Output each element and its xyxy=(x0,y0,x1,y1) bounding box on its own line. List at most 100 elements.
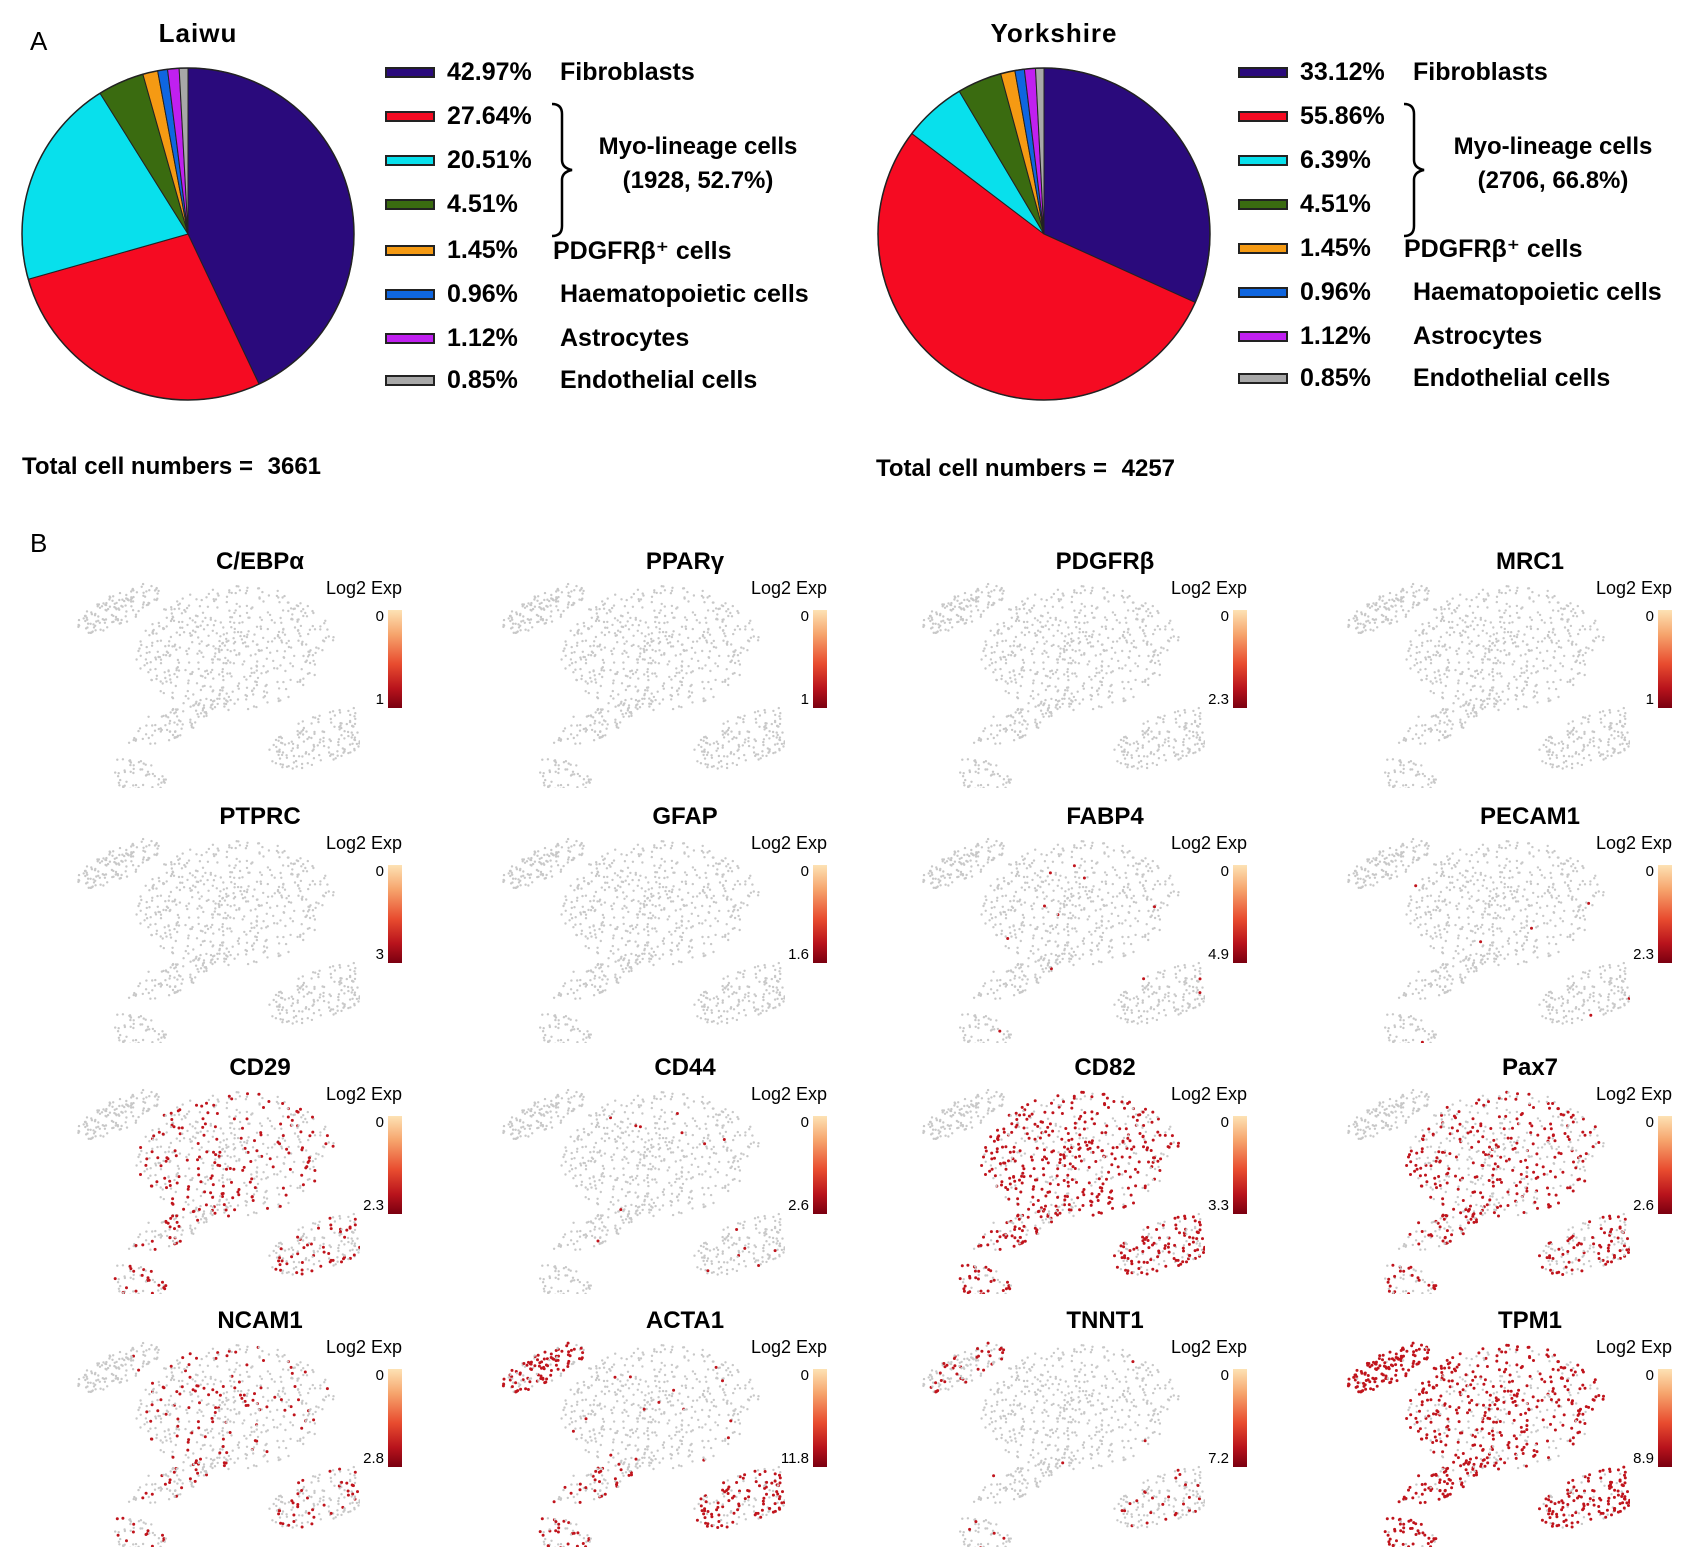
cell-point xyxy=(198,898,200,900)
cell-point xyxy=(99,629,101,631)
cell-point xyxy=(317,647,319,649)
cell-point xyxy=(970,594,972,596)
cell-point xyxy=(1446,600,1448,602)
cell-point xyxy=(154,656,156,658)
cell-point xyxy=(710,688,712,690)
cell-point xyxy=(994,669,996,671)
cell-point xyxy=(549,859,551,861)
cell-point xyxy=(639,655,641,657)
cell-point xyxy=(664,589,666,591)
cell-point xyxy=(1185,755,1187,757)
cell-point xyxy=(188,859,190,861)
cell-point xyxy=(207,673,209,675)
cell-point xyxy=(1482,700,1484,702)
cell-point xyxy=(282,1006,284,1008)
cell-point xyxy=(1090,698,1092,700)
cell-point xyxy=(178,669,180,671)
cell-point xyxy=(202,911,204,913)
cell-point xyxy=(670,645,672,647)
cell-point xyxy=(550,615,552,617)
cell-point xyxy=(1142,723,1144,725)
cell-point xyxy=(262,637,264,639)
cell-point xyxy=(629,617,631,619)
cell-point xyxy=(170,863,172,865)
cell-point xyxy=(598,673,600,675)
cell-point xyxy=(111,855,113,857)
cell-point xyxy=(210,704,212,706)
cell-point xyxy=(313,1012,315,1014)
cell-point xyxy=(172,734,174,736)
cell-point xyxy=(235,864,237,866)
cell-point xyxy=(307,1017,309,1019)
cell-point xyxy=(216,632,218,634)
cell-point xyxy=(148,992,150,994)
cell-point xyxy=(1432,715,1434,717)
cell-point xyxy=(1622,725,1624,727)
cell-point xyxy=(251,927,253,929)
cell-point xyxy=(291,868,293,870)
cell-point xyxy=(1412,583,1414,585)
cell-point xyxy=(571,652,573,654)
cell-point xyxy=(1051,670,1053,672)
cell-point xyxy=(936,613,938,615)
cell-point xyxy=(339,711,341,713)
cell-point xyxy=(307,860,309,862)
cell-point xyxy=(180,983,182,985)
cell-point xyxy=(231,592,233,594)
cell-point xyxy=(965,622,967,624)
cell-point xyxy=(1473,715,1475,717)
cell-point xyxy=(1621,736,1623,738)
cell-point xyxy=(194,631,196,633)
cell-point xyxy=(78,874,80,876)
cell-point xyxy=(178,863,180,865)
cell-point xyxy=(207,928,209,930)
cell-point xyxy=(1047,612,1049,614)
cell-point xyxy=(174,899,176,901)
cell-point xyxy=(340,722,342,724)
cell-point xyxy=(175,649,177,651)
cell-point xyxy=(202,620,204,622)
cell-point xyxy=(631,624,633,626)
cell-point xyxy=(1592,639,1594,641)
cell-point xyxy=(1550,622,1552,624)
total-cells-yorkshire: Total cell numbers = 4257 xyxy=(876,455,1175,483)
cell-point xyxy=(583,778,585,780)
cell-point xyxy=(1512,663,1514,665)
cell-point xyxy=(1188,748,1190,750)
cell-point xyxy=(277,952,279,954)
cell-point xyxy=(779,718,781,720)
cell-point xyxy=(219,890,221,892)
cell-point xyxy=(1097,640,1099,642)
group-label-line1: Myo-lineage cells xyxy=(1428,130,1678,164)
cell-point xyxy=(1057,662,1059,664)
cell-point xyxy=(197,971,199,973)
cell-point xyxy=(1503,649,1505,651)
cell-point xyxy=(1127,681,1129,683)
cell-point xyxy=(701,650,703,652)
cell-point xyxy=(221,689,223,691)
cell-point xyxy=(570,658,572,660)
cell-point xyxy=(1194,743,1196,745)
cell-point xyxy=(1560,646,1562,648)
cell-point xyxy=(233,642,235,644)
cell-point xyxy=(1003,778,1005,780)
cell-point xyxy=(1507,585,1509,587)
cell-point xyxy=(580,632,582,634)
cell-point xyxy=(1548,749,1550,751)
cell-point xyxy=(1572,720,1574,722)
cell-point xyxy=(1121,650,1123,652)
cell-point xyxy=(1070,703,1072,705)
cell-point xyxy=(1002,590,1004,592)
cell-point xyxy=(1064,689,1066,691)
cell-point xyxy=(149,669,151,671)
cell-point xyxy=(336,750,338,752)
cell-point xyxy=(222,930,224,932)
cell-point xyxy=(247,630,249,632)
cell-point xyxy=(1197,734,1199,736)
cell-point xyxy=(616,641,618,643)
cell-point xyxy=(1027,710,1029,712)
cell-point xyxy=(1128,657,1130,659)
cell-point xyxy=(1192,731,1194,733)
cell-point xyxy=(214,910,216,912)
cell-point xyxy=(238,622,240,624)
